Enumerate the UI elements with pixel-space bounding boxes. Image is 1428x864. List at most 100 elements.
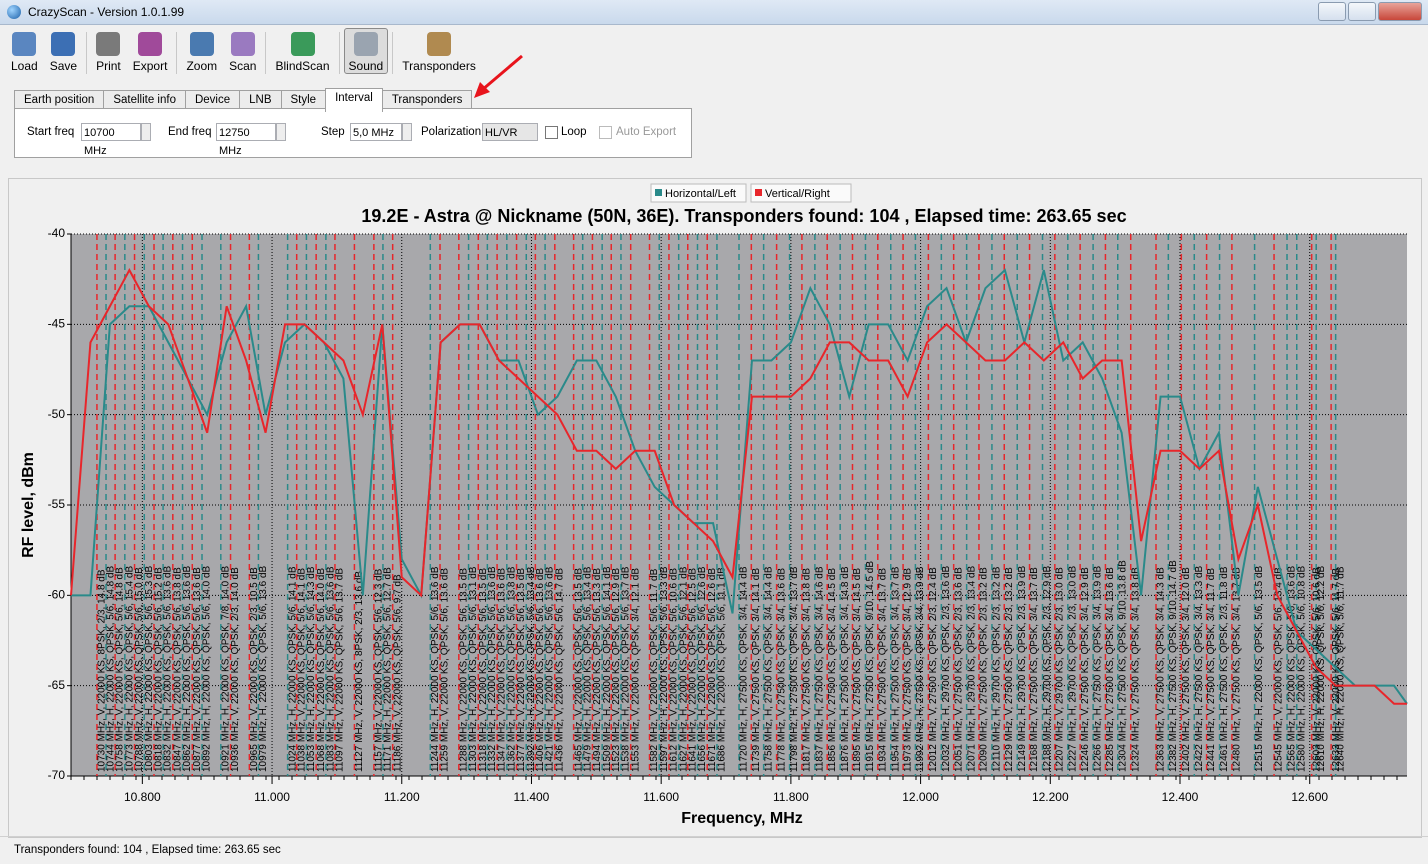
toolbar-button[interactable]: Sound <box>343 28 389 74</box>
field-label: Start freq <box>27 126 75 138</box>
transponder-label: 12640 MHz, H, 22000 KS, QPSK, 5/6, 11.7 … <box>1335 566 1346 772</box>
transponder-label: 12188 MHz, H, 29700 KS, QPSK, 2/3, 12.9 … <box>1042 565 1053 772</box>
checkbox-label: Loop <box>561 126 587 138</box>
transponder-label: 11739 MHz, V, 27500 KS, QPSK, 3/4, 14.1 … <box>751 568 762 772</box>
transponder-label: 12285 MHz, V, 27500 KS, QPSK, 3/4, 13.6 … <box>1105 567 1116 772</box>
transponder-label: 12168 MHz, V, 27500 KS, QPSK, 3/4, 13.7 … <box>1029 567 1040 772</box>
toolbar-button[interactable]: Print <box>91 28 126 74</box>
transponder-label: 11465 MHz, V, 22000 KS, QPSK, 5/6, 13.5 … <box>573 568 584 772</box>
transponder-label: 11582 MHz, V, 22000 KS, QPSK, 5/6, 11.7 … <box>649 568 660 772</box>
transponder-label: 11538 MHz, H, 22000 KS, QPSK, 5/6, 13.7 … <box>621 566 632 772</box>
x-tick-label: 11.800 <box>773 790 809 804</box>
transponder-label: 11837 MHz, H, 27500 KS, QPSK, 3/4, 14.6 … <box>815 566 826 772</box>
x-tick-label: 12.600 <box>1291 790 1328 804</box>
transponder-label: 12246 MHz, V, 27500 KS, QPSK, 3/4, 12.9 … <box>1080 567 1091 772</box>
transponder-label: 10803 MHz, H, 22000 KS, QPSK, 5/6, 15.3 … <box>144 565 155 772</box>
start-freq-input[interactable]: 10700 MHz <box>81 123 141 157</box>
maximize-button[interactable] <box>1348 2 1376 21</box>
tab[interactable]: LNB <box>239 90 282 111</box>
transponder-label: 11083 MHz, H, 22000 KS, QPSK, 5/6, 13.6 … <box>326 566 337 772</box>
transponder-label: 12304 MHz, H, 27500 KS, QPSK, 9/10, 13.8… <box>1117 560 1128 772</box>
button-icon <box>138 32 163 56</box>
transponder-label: 11127 MHz, V, 22000 KS, 8PSK, 2/3, 13.6 … <box>354 571 365 772</box>
polarization-select[interactable]: HL/VR <box>482 123 538 141</box>
transponder-label: 11171 MHz, H, 22000 KS, QPSK, 5/6, 12.7 … <box>383 567 394 772</box>
transponder-label: 11656 MHz, H, 22000 KS, QPSK, 5/6, 12.6 … <box>697 566 708 772</box>
button-icon <box>427 32 452 56</box>
button-icon <box>51 32 76 56</box>
transponder-label: 10965 MHz, V, 22000 KS, QPSK, 2/3, 10.5 … <box>249 567 260 772</box>
auto-export-checkbox[interactable] <box>599 126 612 139</box>
button-icon <box>230 32 255 56</box>
close-button[interactable] <box>1378 2 1422 21</box>
transponder-label: 11798 MHz, H, 27500 KS, QPSK, 3/4, 13.7 … <box>789 566 800 772</box>
spin-button[interactable] <box>276 123 286 141</box>
transponder-label: 11244 MHz, H, 22000 KS, QPSK, 5/6, 13.6 … <box>430 566 441 772</box>
toolbar-button[interactable]: Transponders <box>397 28 481 74</box>
y-tick-label: -70 <box>48 768 66 782</box>
transponder-label: 11362 MHz, H, 22000 KS, QPSK, 5/6, 13.8 … <box>506 566 517 772</box>
toolbar-button[interactable]: Zoom <box>181 28 222 74</box>
legend-swatch <box>755 189 762 196</box>
transponder-label: 11038 MHz, V, 22000 KS, QPSK, 5/6, 14.1 … <box>296 568 307 772</box>
y-tick-label: -50 <box>48 407 66 421</box>
transponder-label: 11992 MHz, H, 27500 KS, QPSK, 3/4, 13.9 … <box>915 566 926 772</box>
transponder-label: 11288 MHz, V, 22000 KS, QPSK, 5/6, 13.5 … <box>458 568 469 772</box>
y-tick-label: -40 <box>48 226 66 240</box>
toolbar-button[interactable]: Export <box>128 28 173 74</box>
button-label: Transponders <box>402 59 476 73</box>
y-tick-label: -65 <box>48 678 66 692</box>
button-label: Export <box>132 59 168 73</box>
transponder-label: 11523 MHz, V, 22000 KS, QPSK, 5/6, 12.9 … <box>611 568 622 772</box>
spin-button[interactable] <box>141 123 151 141</box>
y-tick-label: -45 <box>48 317 66 331</box>
app-icon <box>7 5 21 19</box>
toolbar-button[interactable]: Load <box>6 28 43 74</box>
tab[interactable]: Device <box>184 90 241 111</box>
loop-checkbox[interactable] <box>545 126 558 139</box>
transponder-label: 12266 MHz, H, 27500 KS, QPSK, 3/4, 13.9 … <box>1093 565 1104 772</box>
transponder-label: 11597 MHz, H, 22000 KS, QPSK, 5/6, 13.3 … <box>659 566 670 772</box>
x-tick-label: 12.200 <box>1032 790 1069 804</box>
transponder-label: 11494 MHz, V, 22000 KS, QPSK, 5/6, 13.3 … <box>592 568 603 772</box>
transponder-label: 11856 MHz, V, 27500 KS, QPSK, 3/4, 14.5 … <box>827 568 838 772</box>
chart: 19.2E - Astra @ Nickname (50N, 36E). Tra… <box>20 183 1408 827</box>
y-axis-title: RF level, dBm <box>20 452 37 558</box>
chart-title: 19.2E - Astra @ Nickname (50N, 36E). Tra… <box>361 206 1126 226</box>
transponder-label: 11303 MHz, H, 22000 KS, QPSK, 5/6, 13.1 … <box>468 566 479 772</box>
transponder-label: 11436 MHz, V, 22000 KS, QPSK, 5/6, 14.7 … <box>554 568 565 772</box>
transponder-label: 12149 MHz, H, 29700 KS, QPSK, 2/3, 13.9 … <box>1017 565 1028 772</box>
transponder-label: 11934 MHz, V, 27500 KS, QPSK, 3/4, 13.7 … <box>877 568 888 772</box>
separator <box>86 32 88 74</box>
legend-label: Vertical/Right <box>765 188 830 200</box>
toolbar-button[interactable]: Save <box>45 28 82 74</box>
transponder-label: 11973 MHz, V, 27500 KS, QPSK, 3/4, 12.9 … <box>903 568 914 772</box>
transponder-label: 11024 MHz, H, 22000 KS, QPSK, 5/6, 14.1 … <box>287 566 298 772</box>
transponder-label: 12441 MHz, V, 27500 KS, QPSK, 3/4, 11.7 … <box>1206 568 1217 772</box>
spin-button[interactable] <box>402 123 412 141</box>
transponder-label: 11406 MHz, V, 22000 KS, QPSK, 5/6, 13.6 … <box>535 568 546 772</box>
transponder-label: 11627 MHz, H, 22000 KS, QPSK, 5/6, 12.1 … <box>678 566 689 772</box>
tab[interactable]: Satellite info <box>103 90 186 111</box>
legend-label: Horizontal/Left <box>665 188 736 200</box>
transponder-label: 11318 MHz, V, 22000 KS, QPSK, 5/6, 13.5 … <box>478 568 489 772</box>
step-input[interactable]: 5,0 MHz <box>350 123 402 141</box>
transponder-label: 11758 MHz, H, 27500 KS, QPSK, 3/4, 14.4 … <box>763 566 774 772</box>
tab[interactable]: Interval <box>325 88 383 112</box>
transponder-label: 11479 MHz, H, 22000 KS, QPSK, 5/6, 13.4 … <box>582 566 593 772</box>
tab[interactable]: Transponders <box>381 90 473 111</box>
toolbar-button[interactable]: Scan <box>224 28 261 74</box>
transponder-label: 11720 MHz, H, 27500 KS, QPSK, 3/4, 14.4 … <box>739 566 750 772</box>
status-text: Transponders found: 104 , Elapsed time: … <box>14 844 281 856</box>
x-tick-label: 12.400 <box>1162 790 1199 804</box>
minimize-button[interactable] <box>1318 2 1346 21</box>
transponder-label: 12090 MHz, V, 27500 KS, QPSK, 2/3, 13.2 … <box>979 567 990 772</box>
tab[interactable]: Style <box>280 90 327 111</box>
transponder-label: 12227 MHz, H, 29700 KS, QPSK, 2/3, 13.0 … <box>1067 565 1078 772</box>
toolbar-button[interactable]: BlindScan <box>270 28 334 74</box>
transponder-label: 10877 MHz, V, 22000 KS, QPSK, 5/6, 13.6 … <box>192 567 203 772</box>
end-freq-input[interactable]: 12750 MHz <box>216 123 276 157</box>
button-label: Sound <box>348 59 384 73</box>
tab[interactable]: Earth position <box>14 90 105 111</box>
